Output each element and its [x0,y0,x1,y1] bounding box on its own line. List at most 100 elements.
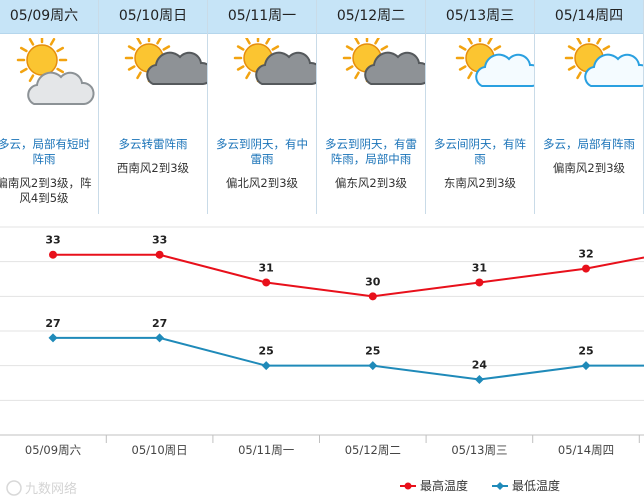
partly-cloudy-icon [16,38,95,105]
day-date: 05/12周二 [317,0,425,34]
description-line: 多云，局部有阵雨 [543,137,635,151]
day-date: 05/14周四 [535,0,643,34]
sunny-cloudy-icon [564,38,643,87]
wind-line: 偏东风2到3级 [334,176,408,190]
legend-label: 最高温度 [420,478,468,493]
x-tick-label: 05/14周四 [558,443,614,457]
description-line: 多云间阴天，有阵 [434,137,526,151]
weather-description: 多云，局部有短时 阵雨 [0,137,95,167]
sun-icon [16,38,68,86]
data-point [155,333,165,343]
thunder-shower-icon [124,38,207,85]
data-point [261,361,271,371]
data-label: 31 [259,261,274,274]
cloudy-thunder-icon [342,38,425,85]
cloud-icon [584,53,643,87]
data-point [49,250,57,259]
legend-label: 最低温度 [512,478,560,493]
day-column: 05/11周一多云到阴天，有中 雷雨偏北风2到3级 [208,0,317,214]
data-label: 25 [578,345,593,358]
legend-item: 最高温度 [400,478,468,493]
legend-item: 最低温度 [492,478,560,493]
day-date: 05/09周六 [0,0,98,34]
data-point [475,278,484,287]
temperature-chart: 05/09周六 05/10周日 05/11周一 05/12周二 05/13周三 05/14… [0,226,644,497]
data-point [474,375,484,385]
forecast-strip: 05/09周六 多云，局部有短时 阵雨 偏南风2到3级，阵 风4到5级 05/10周日 多云… [0,0,644,214]
data-label: 33 [45,234,60,247]
wind-line: 偏南风2到3级，阵 [0,176,92,190]
x-tick-label: 05/10周日 [132,443,188,457]
description-line: 多云，局部有短时 [0,137,90,151]
wind-line: 风4到5级 [19,191,69,205]
data-point [48,333,58,343]
wind-line: 西南风2到3级 [116,161,190,175]
x-tick-label: 05/12周二 [345,443,401,457]
data-label: 32 [578,248,593,261]
description-line: 雨 [474,152,486,166]
day-column: 05/13周三多云间阴天，有阵雨东南风2到3级 [426,0,535,214]
data-label: 27 [45,317,60,330]
cloud-icon [255,51,316,85]
data-label: 25 [365,345,380,358]
wind-description: 偏南风2到3级，阵 风4到5级 [0,176,95,206]
cloud-icon [475,53,534,87]
wind-description: 西南风2到3级 [102,161,204,176]
legend-marker [496,482,504,490]
day-column: 05/09周六 多云，局部有短时 阵雨 偏南风2到3级，阵 风4到5级 [0,0,99,214]
data-point [368,292,377,301]
weather-description: 多云到阴天，有雷 阵雨，局部中雨 [320,137,422,167]
description-line: 多云到阴天，有雷 [325,137,417,151]
data-point [262,278,271,287]
watermark: 九数网络 [6,480,77,497]
x-tick-label: 05/09周六 [25,443,81,457]
data-point [368,361,378,371]
wind-description: 偏南风2到3级 [538,161,640,176]
weather-description: 多云，局部有阵雨 [538,137,640,152]
legend: 最高温度 最低温度 [400,478,560,493]
wind-description: 偏东风2到3级 [320,176,422,191]
wind-line: 偏北风2到3级 [225,176,299,190]
legend-marker [404,482,412,490]
wind-description: 偏北风2到3级 [211,176,313,191]
watermark-logo-icon [6,480,22,496]
series-line [53,336,644,381]
data-point [581,361,591,371]
wind-line: 偏南风2到3级 [552,161,626,175]
data-point [155,250,164,259]
data-label: 30 [365,275,381,288]
data-label: 33 [152,234,167,247]
day-date: 05/13周三 [426,0,534,34]
weather-description: 多云到阴天，有中 雷雨 [211,137,313,167]
description-line: 多云到阴天，有中 [216,137,308,151]
description-line: 阵雨 [32,152,56,166]
data-label: 27 [152,317,167,330]
x-tick-label: 05/11周一 [238,443,295,457]
series-high: 33 33 31 30 31 32 [45,234,644,301]
weather-description: 多云转雷阵雨 [102,137,204,152]
data-label: 24 [472,359,488,372]
data-point [582,264,590,273]
day-date: 05/10周日 [99,0,207,34]
weather-description: 多云间阴天，有阵雨 [429,137,531,167]
day-column: 05/14周四多云，局部有阵雨 偏南风2到3级 [535,0,644,214]
cloud-icon [146,51,207,85]
description-line: 阵雨，局部中雨 [330,152,412,166]
day-column: 05/12周二 多云到阴天，有雷 阵雨，局部中雨 偏东风2到3级 [317,0,426,214]
cloudy-shower-icon [233,38,316,85]
cloud-icon [364,51,425,85]
grid [0,226,644,401]
data-label: 25 [259,345,274,358]
sunny-cloudy-icon [455,38,534,87]
wind-description: 东南风2到3级 [429,176,531,191]
data-label: 31 [472,261,487,274]
series-line [53,253,644,298]
cloud-icon [27,71,95,105]
series-low: 27 27 25 25 24 25 [45,317,644,385]
day-date: 05/11周一 [208,0,316,34]
description-line: 雷雨 [250,152,274,166]
watermark-text: 九数网络 [25,481,77,497]
description-line: 多云转雷阵雨 [118,137,188,151]
x-tick-label: 05/13周三 [451,443,507,457]
day-column: 05/10周日多云转雷阵雨 西南风2到3级 [99,0,208,214]
